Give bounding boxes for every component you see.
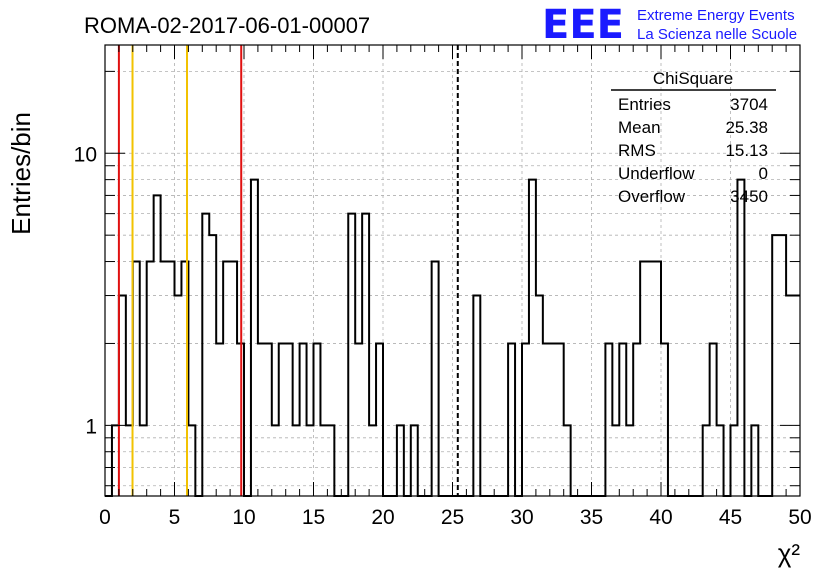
reference-lines-layer (117, 45, 459, 496)
stats-label-rms: RMS (618, 141, 656, 160)
x-tick-label: 30 (510, 506, 533, 529)
stats-box: ChiSquare Entries 3704 Mean 25.38 RMS 15… (611, 69, 776, 206)
x-tick-label: 5 (169, 506, 181, 529)
x-tick-label: 40 (649, 506, 672, 529)
x-tick-label: 25 (441, 506, 464, 529)
x-axis-label: χ² (778, 538, 801, 568)
brand-line-1: Extreme Energy Events (637, 7, 795, 24)
stats-title: ChiSquare (653, 69, 733, 88)
y-tick-label: 10 (74, 143, 97, 166)
x-tick-label: 20 (371, 506, 394, 529)
stats-label-underflow: Underflow (618, 164, 695, 183)
tick-labels: 0 5 10 15 20 25 30 35 40 45 50 1 10 (74, 143, 812, 529)
eee-logo: EEE Extreme Energy Events La Scienza nel… (542, 2, 797, 48)
x-tick-label: 10 (232, 506, 255, 529)
stats-value-underflow: 0 (759, 164, 768, 183)
stats-value-rms: 15.13 (725, 141, 768, 160)
stats-value-mean: 25.38 (725, 118, 768, 137)
y-axis-label: Entries/bin (6, 112, 36, 235)
eee-logo-text: EEE (542, 2, 624, 48)
stats-value-overflow: 3450 (730, 187, 768, 206)
axis-ticks (104, 45, 801, 496)
x-tick-label: 15 (302, 506, 325, 529)
stats-label-overflow: Overflow (618, 187, 686, 206)
grid-layer (105, 45, 800, 496)
stats-label-entries: Entries (618, 95, 671, 114)
x-tick-label: 0 (99, 506, 111, 529)
brand-line-2: La Scienza nelle Scuole (637, 26, 797, 43)
stats-value-entries: 3704 (730, 95, 768, 114)
run-title: ROMA-02-2017-06-01-00007 (84, 13, 370, 38)
x-tick-label: 35 (580, 506, 603, 529)
y-tick-label: 1 (85, 415, 97, 438)
x-tick-label: 45 (719, 506, 742, 529)
x-tick-label: 50 (788, 506, 811, 529)
stats-label-mean: Mean (618, 118, 661, 137)
